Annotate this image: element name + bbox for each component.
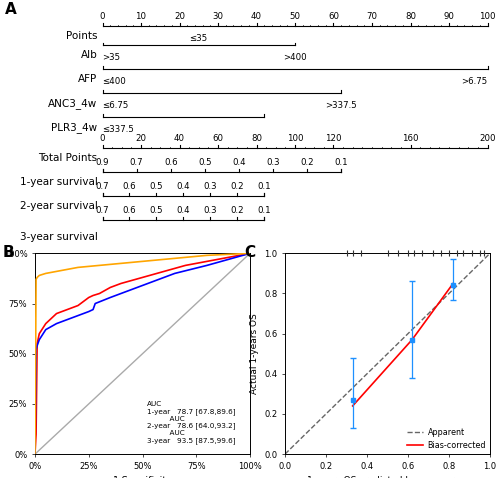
Text: 1-year survival: 1-year survival xyxy=(20,177,98,187)
Text: 0.3: 0.3 xyxy=(204,182,217,191)
Legend: Apparent, Bias-corrected: Apparent, Bias-corrected xyxy=(408,428,486,450)
Text: 0.2: 0.2 xyxy=(300,158,314,167)
Text: Total Points: Total Points xyxy=(38,153,98,163)
Text: ≤337.5: ≤337.5 xyxy=(102,125,134,133)
Text: >35: >35 xyxy=(102,53,120,62)
Text: 0.5: 0.5 xyxy=(150,206,163,215)
Text: ≤35: ≤35 xyxy=(190,34,208,43)
Y-axis label: Actual 1-years OS: Actual 1-years OS xyxy=(250,314,258,394)
Text: 30: 30 xyxy=(212,12,224,21)
Text: 0.3: 0.3 xyxy=(204,206,217,215)
Text: 90: 90 xyxy=(444,12,454,21)
Text: 3-year survival: 3-year survival xyxy=(20,232,98,242)
Text: 0.2: 0.2 xyxy=(230,206,244,215)
Text: 0.4: 0.4 xyxy=(176,206,190,215)
Text: ≤400: ≤400 xyxy=(102,77,126,86)
Text: 2-year survival: 2-year survival xyxy=(20,201,98,211)
Text: 0.6: 0.6 xyxy=(122,182,136,191)
Text: 100: 100 xyxy=(287,134,303,143)
Text: 20: 20 xyxy=(136,134,146,143)
Text: 0.5: 0.5 xyxy=(198,158,211,167)
Text: 0.3: 0.3 xyxy=(266,158,280,167)
Text: 0.4: 0.4 xyxy=(232,158,245,167)
Text: ANC3_4w: ANC3_4w xyxy=(48,98,98,109)
Text: 0.7: 0.7 xyxy=(130,158,143,167)
Text: 0.5: 0.5 xyxy=(150,182,163,191)
Text: 40: 40 xyxy=(251,12,262,21)
Text: 40: 40 xyxy=(174,134,185,143)
Text: ≤6.75: ≤6.75 xyxy=(102,101,129,109)
Text: 0: 0 xyxy=(100,134,105,143)
Text: AFP: AFP xyxy=(78,74,98,84)
Text: 70: 70 xyxy=(366,12,378,21)
Text: B: B xyxy=(3,245,14,261)
Text: Points: Points xyxy=(66,31,98,41)
Text: C: C xyxy=(244,245,255,261)
Text: 80: 80 xyxy=(251,134,262,143)
Text: 0.6: 0.6 xyxy=(122,206,136,215)
Text: 0.7: 0.7 xyxy=(96,182,110,191)
X-axis label: 1-years OS predicted by nomogram: 1-years OS predicted by nomogram xyxy=(306,476,468,478)
Text: 0.9: 0.9 xyxy=(96,158,109,167)
Text: 60: 60 xyxy=(328,12,339,21)
Text: 10: 10 xyxy=(136,12,146,21)
Text: 0.4: 0.4 xyxy=(176,182,190,191)
Text: AUC
1-year   78.7 [67.8,89.6]
          AUC
2-year   78.6 [64.0,93.2]
          : AUC 1-year 78.7 [67.8,89.6] AUC 2-year 7… xyxy=(147,401,236,444)
Text: 100: 100 xyxy=(479,12,496,21)
Text: 0.6: 0.6 xyxy=(164,158,177,167)
Text: 0.2: 0.2 xyxy=(230,182,244,191)
Text: 60: 60 xyxy=(212,134,224,143)
Text: 50: 50 xyxy=(290,12,300,21)
Text: 200: 200 xyxy=(479,134,496,143)
Text: 0.1: 0.1 xyxy=(334,158,348,167)
Text: >6.75: >6.75 xyxy=(461,77,487,86)
Text: >337.5: >337.5 xyxy=(326,101,357,109)
Text: 80: 80 xyxy=(405,12,416,21)
Text: 160: 160 xyxy=(402,134,419,143)
Text: 20: 20 xyxy=(174,12,185,21)
Text: 0: 0 xyxy=(100,12,105,21)
Text: PLR3_4w: PLR3_4w xyxy=(52,122,98,133)
Text: 0.1: 0.1 xyxy=(258,206,271,215)
Text: Alb: Alb xyxy=(81,50,98,60)
Text: 0.7: 0.7 xyxy=(96,206,110,215)
Text: A: A xyxy=(5,2,17,17)
X-axis label: 1-Specificity: 1-Specificity xyxy=(112,476,172,478)
Text: 0.1: 0.1 xyxy=(258,182,271,191)
Text: >400: >400 xyxy=(283,53,307,62)
Text: 120: 120 xyxy=(325,134,342,143)
